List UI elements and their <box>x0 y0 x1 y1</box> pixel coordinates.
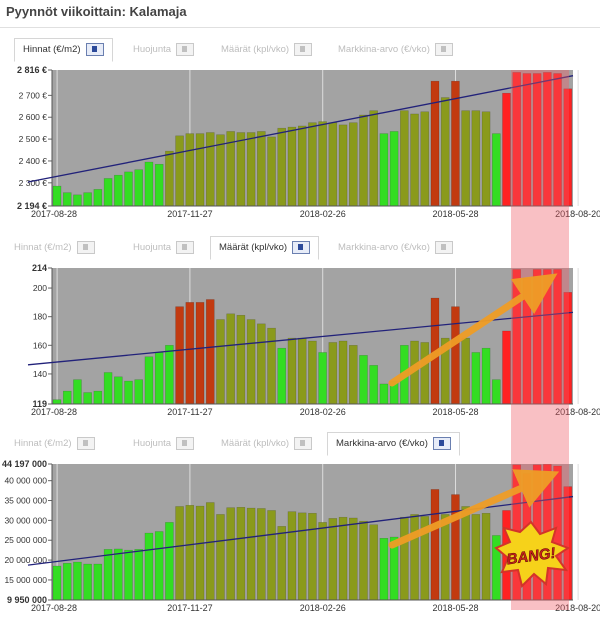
chart-icon <box>76 240 95 254</box>
tab-volatility[interactable]: Huojunta <box>133 433 195 455</box>
x-tick-label: 2017-08-28 <box>31 407 77 417</box>
tab-bar-market-value: Hinnat (€/m2) Huojunta Määrät (kpl/vko) … <box>0 430 600 458</box>
y-tick-label: 9 950 000 <box>7 595 47 605</box>
chart-icon <box>76 436 95 450</box>
bang-burst-shape <box>494 520 571 588</box>
tab-quantities[interactable]: Määrät (kpl/vko) <box>221 39 313 61</box>
trend-arrow-quantities <box>388 273 558 387</box>
x-tick-label: 2017-08-28 <box>31 209 77 219</box>
x-tick-label: 2018-05-28 <box>432 209 478 219</box>
chart-icon <box>432 436 451 450</box>
chart-icon <box>85 42 104 56</box>
y-tick-label: 35 000 000 <box>4 496 47 506</box>
y-tick-label: 119 <box>32 399 47 409</box>
quantities-chart: 119 140 160 180 200 214 2017-08-28 2017-11-27 20… <box>27 263 600 417</box>
bang-burst: BANG! <box>494 520 571 588</box>
x-tick-label: 2017-11-27 <box>167 603 212 613</box>
y-tick-label: 2 700 € <box>19 90 48 100</box>
y-tick-label: 40 000 000 <box>4 476 47 486</box>
y-tick-label: 2 600 € <box>19 112 48 122</box>
y-tick-label: 160 <box>33 340 47 350</box>
tab-bar-quantities: Hinnat (€/m2) Huojunta Määrät (kpl/vko) … <box>0 234 600 262</box>
tab-quantities-label: Määrät (kpl/vko) <box>221 438 290 449</box>
y-tick-label: 20 000 000 <box>4 555 47 565</box>
x-tick-label: 2018-05-28 <box>432 603 478 613</box>
chart-icon <box>294 436 313 450</box>
y-tick-label: 2 194 € <box>17 201 47 211</box>
x-tick-label: 2017-11-27 <box>167 209 212 219</box>
y-tick-label: 2 400 € <box>19 156 48 166</box>
y-tick-label: 44 197 000 <box>2 459 47 469</box>
tab-market-value-label: Markkina-arvo (€/vko) <box>338 44 430 55</box>
tab-market-value[interactable]: Markkina-arvo (€/vko) <box>327 432 460 456</box>
chart-icon <box>292 240 311 254</box>
tab-bar-prices: Hinnat (€/m2) Huojunta Määrät (kpl/vko) … <box>0 36 600 64</box>
x-tick-label: 2017-08-28 <box>31 603 77 613</box>
tab-market-value[interactable]: Markkina-arvo (€/vko) <box>338 237 453 259</box>
tab-quantities-label: Määrät (kpl/vko) <box>221 44 290 55</box>
title-divider <box>0 27 600 28</box>
x-tick-label: 2018-05-28 <box>432 407 478 417</box>
y-tick-label: 2 500 € <box>19 134 48 144</box>
tab-quantities[interactable]: Määrät (kpl/vko) <box>221 433 313 455</box>
tab-prices-label: Hinnat (€/m2) <box>23 44 81 55</box>
tab-quantities-label: Määrät (kpl/vko) <box>219 242 288 253</box>
chart-icon <box>176 240 195 254</box>
tab-prices-label: Hinnat (€/m2) <box>14 242 72 253</box>
tab-market-value-label: Markkina-arvo (€/vko) <box>336 438 428 449</box>
tab-quantities[interactable]: Määrät (kpl/vko) <box>210 236 320 260</box>
tab-volatility[interactable]: Huojunta <box>133 237 195 259</box>
trend-line <box>27 75 574 183</box>
x-tick-label: 2018-02-26 <box>300 407 346 417</box>
y-tick-label: 180 <box>33 312 47 322</box>
chart-icon <box>434 42 453 56</box>
prices-chart: 2 194 € 2 300 € 2 400 € 2 500 € 2 600 € 2 700… <box>17 65 600 219</box>
x-tick-label: 2018-08-20 <box>555 209 600 219</box>
tab-prices[interactable]: Hinnat (€/m2) <box>14 433 95 455</box>
tab-market-value[interactable]: Markkina-arvo (€/vko) <box>338 39 453 61</box>
y-tick-label: 140 <box>33 369 47 379</box>
tab-market-value-label: Markkina-arvo (€/vko) <box>338 242 430 253</box>
tab-prices-label: Hinnat (€/m2) <box>14 438 72 449</box>
tab-volatility-label: Huojunta <box>133 242 172 253</box>
y-tick-label: 25 000 000 <box>4 535 47 545</box>
y-tick-label: 30 000 000 <box>4 515 47 525</box>
chart-icon <box>294 42 313 56</box>
x-tick-label: 2018-02-26 <box>300 209 346 219</box>
page-title: Pyynnöt viikoittain: Kalamaja <box>6 4 187 19</box>
y-tick-label: 15 000 000 <box>4 575 47 585</box>
tab-volatility-label: Huojunta <box>133 438 172 449</box>
y-tick-label: 2 300 € <box>19 178 48 188</box>
chart-icon <box>176 42 195 56</box>
chart-icon <box>176 436 195 450</box>
y-tick-label: 214 <box>32 263 47 273</box>
chart-icon <box>434 240 453 254</box>
x-tick-label: 2017-11-27 <box>167 407 212 417</box>
tab-prices[interactable]: Hinnat (€/m2) <box>14 237 95 259</box>
tab-volatility-label: Huojunta <box>133 44 172 55</box>
x-tick-label: 2018-02-26 <box>300 603 346 613</box>
tab-prices[interactable]: Hinnat (€/m2) <box>14 38 113 62</box>
x-tick-label: 2018-08-20 <box>555 603 600 613</box>
y-tick-label: 2 816 € <box>17 65 47 75</box>
x-tick-label: 2018-08-20 <box>555 407 600 417</box>
tab-volatility[interactable]: Huojunta <box>133 39 195 61</box>
trend-arrow-market-value <box>388 469 560 549</box>
y-tick-label: 200 <box>33 283 47 293</box>
